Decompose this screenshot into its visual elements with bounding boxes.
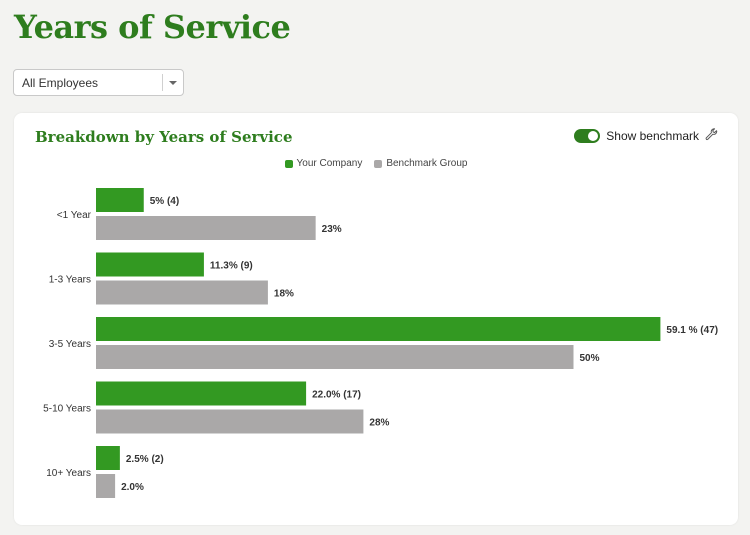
select-divider [162,74,163,91]
data-label-benchmark: 2.0% [121,482,144,493]
chevron-down-icon[interactable] [163,80,183,86]
data-label-company: 11.3% (9) [210,261,253,272]
data-label-benchmark: 50% [580,353,600,364]
benchmark-toggle[interactable] [574,129,601,143]
bar-benchmark[interactable] [96,345,574,369]
data-label-company: 22.0% (17) [312,390,361,401]
legend-swatch-company [284,159,293,168]
bar-benchmark[interactable] [96,280,268,305]
category-label: 1-3 Years [49,275,91,286]
bar-benchmark[interactable] [96,409,364,434]
bar-company[interactable] [96,381,307,406]
card-title: Breakdown by Years of Service [35,128,293,146]
benchmark-toggle-label: Show benchmark [606,129,699,143]
benchmark-toggle-group: Show benchmark [574,128,718,144]
wrench-icon[interactable] [705,128,718,144]
employee-filter-select[interactable]: All Employees [13,69,184,96]
chart-legend: Your Company Benchmark Group [14,158,738,169]
legend-label-benchmark: Benchmark Group [386,158,468,169]
legend-item-benchmark: Benchmark Group [374,158,467,169]
toggle-knob [588,131,599,141]
data-label-benchmark: 28% [369,418,389,429]
legend-label-company: Your Company [296,158,363,169]
bar-company[interactable] [96,252,204,277]
data-label-benchmark: 18% [274,289,294,300]
category-label: <1 Year [57,210,92,221]
bar-company[interactable] [96,188,144,212]
data-label-company: 2.5% (2) [126,454,164,465]
data-label-company: 59.1 % (47) [666,325,718,336]
filter-selected-value: All Employees [22,75,99,90]
bar-chart: <1 Year 5% (4) 23% 1-3 Years 11.3% (9) 18% 3-5… [43,188,718,498]
data-label-benchmark: 23% [322,224,342,235]
category-label: 5-10 Years [43,404,91,415]
bar-company[interactable] [96,317,661,341]
legend-swatch-benchmark [374,159,383,168]
legend-item-company: Your Company [284,158,363,169]
bar-company[interactable] [96,446,120,470]
bar-benchmark[interactable] [96,216,316,240]
page-title: Years of Service [14,8,291,46]
category-label: 10+ Years [46,468,91,479]
data-label-company: 5% (4) [150,196,179,207]
bar-benchmark[interactable] [96,474,116,498]
breakdown-card: Breakdown by Years of Service Show bench… [14,113,738,525]
category-label: 3-5 Years [49,339,91,350]
